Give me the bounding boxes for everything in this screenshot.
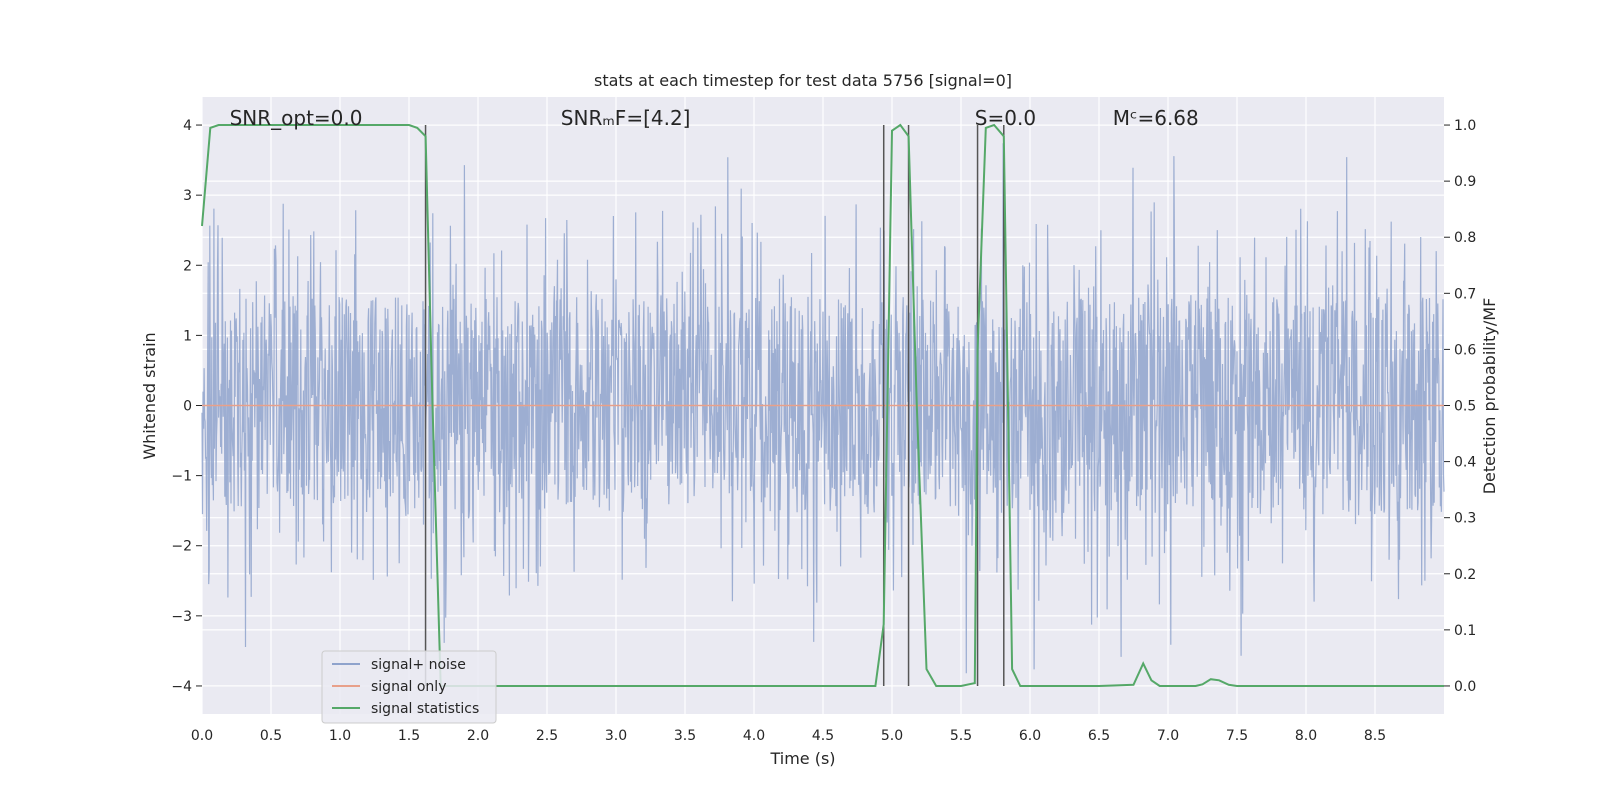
y-left-tick-label-8: 4	[183, 118, 192, 134]
annotation-mc-value: Mᶜ=6.68	[1113, 106, 1199, 130]
y-left-axis-label: Whitened strain	[140, 332, 159, 459]
y-left-axis-ticks: −4 −3 −2 −1 0 1 2 3 4	[171, 118, 202, 695]
y-right-tick-label-0: 0.0	[1454, 679, 1476, 695]
y-right-axis-ticks: 0.0 0.1 0.2 0.3 0.4 0.5 0.6 0.7 0.8 0.9 1.0	[1444, 118, 1476, 695]
x-tick-label-15: 7.5	[1226, 728, 1248, 744]
legend-label-signal-only: signal only	[371, 679, 446, 695]
y-left-tick-label-5: 1	[183, 328, 192, 344]
chart-title: stats at each timestep for test data 575…	[594, 71, 1012, 90]
legend-label-signal-statistics: signal statistics	[371, 701, 479, 717]
y-right-tick-label-7: 0.7	[1454, 286, 1476, 302]
x-tick-label-16: 8.0	[1295, 728, 1317, 744]
y-right-tick-label-4: 0.4	[1454, 455, 1476, 471]
y-right-tick-label-3: 0.3	[1454, 511, 1476, 527]
y-right-axis-label: Detection probability/MF	[1480, 298, 1499, 495]
y-left-tick-label-6: 2	[183, 258, 192, 274]
x-tick-label-1: 0.5	[260, 728, 282, 744]
y-right-tick-label-2: 0.2	[1454, 567, 1476, 583]
y-right-tick-label-9: 0.9	[1454, 174, 1476, 190]
x-tick-label-0: 0.0	[191, 728, 213, 744]
x-tick-label-6: 3.0	[605, 728, 627, 744]
y-right-tick-label-5: 0.5	[1454, 399, 1476, 415]
annotation-snr-mf: SNRₘF=[4.2]	[561, 106, 691, 130]
x-tick-label-17: 8.5	[1364, 728, 1386, 744]
y-left-tick-label-3: −1	[171, 469, 192, 485]
x-tick-label-4: 2.0	[467, 728, 489, 744]
x-tick-label-3: 1.5	[398, 728, 420, 744]
y-right-tick-label-1: 0.1	[1454, 623, 1476, 639]
plot-content	[201, 123, 1445, 687]
x-tick-label-9: 4.5	[812, 728, 834, 744]
y-right-tick-label-8: 0.8	[1454, 230, 1476, 246]
x-axis-label: Time (s)	[769, 749, 835, 768]
legend-box	[321, 650, 497, 724]
annotations: SNR_opt=0.0 SNRₘF=[4.2] S=0.0 Mᶜ=6.68	[230, 106, 1199, 130]
y-right-tick-label-6: 0.6	[1454, 342, 1476, 358]
y-left-tick-label-2: −2	[171, 539, 192, 555]
series-signal-statistics	[201, 123, 1444, 687]
legend-label-signal-plus-noise: signal+ noise	[371, 657, 466, 673]
x-tick-label-8: 4.0	[743, 728, 765, 744]
x-tick-label-13: 6.5	[1088, 728, 1110, 744]
x-tick-label-10: 5.0	[881, 728, 903, 744]
x-tick-label-2: 1.0	[329, 728, 351, 744]
x-tick-label-5: 2.5	[536, 728, 558, 744]
annotation-snr-opt: SNR_opt=0.0	[230, 106, 363, 130]
x-tick-label-14: 7.0	[1157, 728, 1179, 744]
y-left-tick-label-1: −3	[171, 609, 192, 625]
y-left-tick-label-0: −4	[171, 679, 192, 695]
x-tick-label-11: 5.5	[950, 728, 972, 744]
y-right-tick-label-10: 1.0	[1454, 118, 1476, 134]
series-signal-plus-noise	[201, 143, 1445, 674]
x-tick-label-7: 3.5	[674, 728, 696, 744]
legend: signal+ noise signal only signal statist…	[321, 650, 497, 724]
y-left-tick-label-4: 0	[183, 399, 192, 415]
x-tick-label-12: 6.0	[1019, 728, 1041, 744]
annotation-s-value: S=0.0	[975, 106, 1036, 130]
y-left-tick-label-7: 3	[183, 188, 192, 204]
x-axis-ticks: 0.0 0.5 1.0 1.5 2.0 2.5 3.0 3.5 4.0 4.5 5.0 5.5 6.0 6…	[191, 728, 1386, 744]
